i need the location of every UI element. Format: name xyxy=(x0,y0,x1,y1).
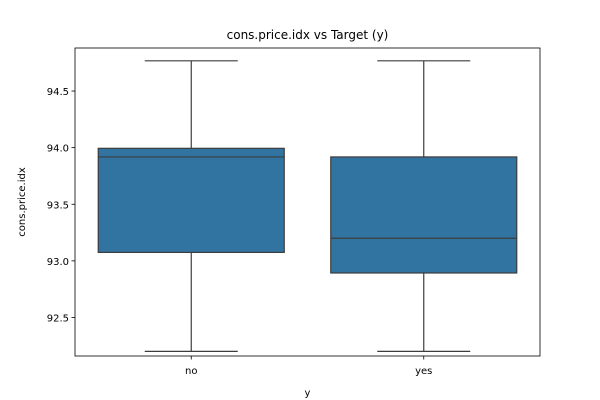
iqr-box xyxy=(330,156,518,274)
x-tick-label: no xyxy=(185,366,197,377)
x-tick-label: yes xyxy=(415,366,432,377)
y-tick-label: 94.0 xyxy=(47,144,69,155)
chart-title: cons.price.idx vs Target (y) xyxy=(227,28,389,42)
y-tick-label: 94.5 xyxy=(47,87,69,98)
y-tick-label: 93.0 xyxy=(47,257,69,268)
y-axis: 92.5 93.0 93.5 94.0 94.5 xyxy=(47,87,75,325)
plot-area: 92.5 93.0 93.5 94.0 94.5 no yes xyxy=(47,47,541,377)
y-axis-label: cons.price.idx xyxy=(17,167,28,237)
plot-frame xyxy=(74,47,541,357)
y-tick-label: 92.5 xyxy=(47,314,69,325)
box-no xyxy=(97,60,285,352)
x-axis: no yes xyxy=(185,356,432,377)
box-group xyxy=(97,60,518,352)
y-tick-label: 93.5 xyxy=(47,200,69,211)
box-yes xyxy=(330,60,518,352)
x-axis-label: y xyxy=(305,388,311,399)
iqr-box xyxy=(97,147,285,253)
